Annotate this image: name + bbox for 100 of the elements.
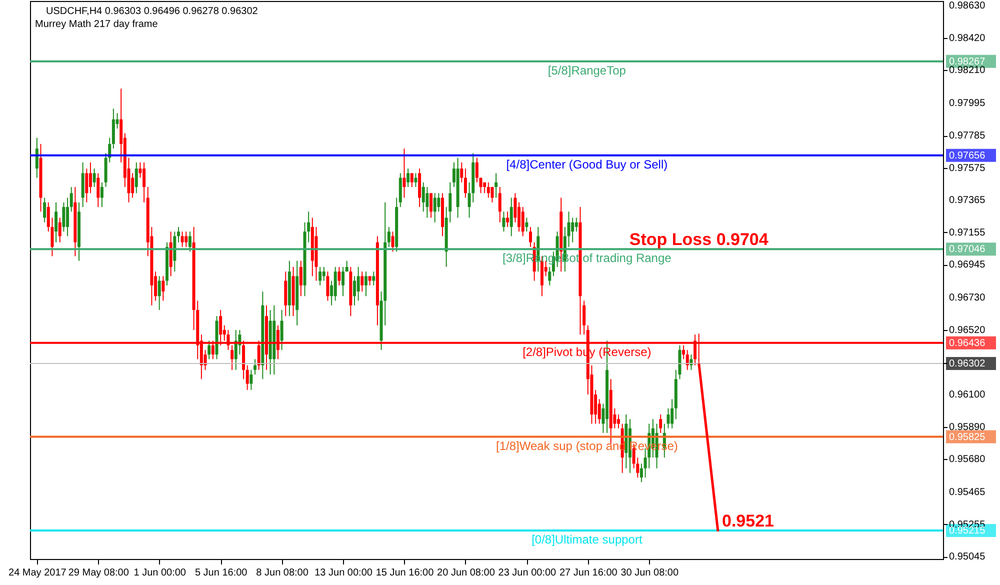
- candlestick: [356, 266, 360, 302]
- candlestick: [574, 217, 578, 232]
- candlestick: [318, 266, 322, 286]
- candlestick: [134, 162, 138, 194]
- candlestick: [391, 231, 394, 252]
- candlestick: [406, 168, 410, 188]
- y-tick-label: 0.95825: [949, 432, 986, 443]
- y-tick-label: 0.98267: [949, 56, 986, 68]
- candlestick: [529, 226, 532, 248]
- candlestick: [246, 364, 249, 390]
- candlestick: [58, 217, 62, 243]
- candlestick: [670, 398, 674, 429]
- candlestick: [326, 271, 330, 302]
- candlestick: [494, 172, 498, 198]
- candlestick: [582, 300, 586, 336]
- candlestick: [502, 211, 506, 232]
- y-tick-label: 0.96730: [949, 292, 986, 304]
- x-tick-label: 8 Jun 08:00: [256, 568, 309, 578]
- y-tick-label: 0.95890: [949, 422, 986, 433]
- candlestick: [360, 271, 364, 292]
- candlestick: [506, 211, 510, 228]
- y-tick-label: 0.98420: [949, 32, 986, 44]
- candlestick: [364, 271, 368, 297]
- y-tick-label: 0.96945: [949, 260, 986, 271]
- y-tick-label: 0.97365: [949, 195, 986, 206]
- y-tick-label: 0.97656: [949, 150, 986, 162]
- candlestick: [567, 211, 570, 248]
- ref-line-label: [0/8]Ultimate support: [532, 532, 643, 547]
- candlestick: [387, 226, 390, 248]
- candlestick: [70, 186, 73, 212]
- candlestick: [414, 172, 418, 188]
- candlestick: [100, 182, 104, 208]
- candlestick: [640, 463, 643, 483]
- x-tick-label: 20 Jun 08:00: [437, 568, 496, 578]
- text: Murrey Math 217 day frame: [35, 19, 158, 30]
- candlestick: [525, 217, 528, 232]
- candlestick: [176, 226, 180, 243]
- y-tick-label: 0.95465: [949, 487, 986, 498]
- candlestick: [486, 182, 490, 198]
- x-tick-label: 29 May 08:00: [68, 568, 130, 578]
- candlestick: [85, 168, 88, 203]
- candlestick: [372, 271, 376, 286]
- x-tick-label: 15 Jun 16:00: [376, 568, 434, 578]
- candlestick: [548, 266, 552, 286]
- y-tick-label: 0.97995: [949, 98, 986, 110]
- candlestick: [96, 172, 100, 208]
- candlestick: [62, 202, 66, 232]
- candlestick: [521, 206, 524, 237]
- ref-line-label: [4/8]Center (Good Buy or Sell): [506, 157, 668, 172]
- candlestick: [514, 192, 517, 223]
- candlestick: [142, 162, 146, 203]
- candlestick: [188, 231, 192, 252]
- candlestick: [479, 177, 482, 194]
- y-tick-label: 0.96520: [949, 324, 986, 336]
- candlestick: [426, 186, 429, 218]
- y-tick-label: 0.95045: [949, 552, 986, 563]
- y-tick-label: 0.97046: [949, 244, 986, 256]
- candlestick: [250, 369, 253, 390]
- candlestick: [402, 148, 406, 198]
- candlestick: [666, 408, 670, 429]
- candlestick: [342, 266, 345, 297]
- candlestick: [35, 137, 38, 178]
- candlestick: [490, 186, 494, 203]
- candlestick: [280, 309, 284, 350]
- candlestick: [184, 231, 188, 248]
- candlestick: [88, 162, 92, 194]
- y-tick-label: 0.98210: [949, 65, 986, 76]
- candlestick: [686, 349, 689, 370]
- y-tick-label: 0.97155: [949, 227, 986, 238]
- candlestick: [659, 414, 662, 434]
- candlestick: [460, 162, 464, 183]
- candlestick: [498, 186, 502, 223]
- candlestick: [433, 192, 436, 223]
- candlestick: [368, 276, 372, 286]
- text: USDCHF,H4 0.96303 0.96496 0.96278 0.96302: [46, 6, 258, 17]
- candlestick: [180, 231, 184, 248]
- y-tick-label: 0.97785: [949, 130, 986, 142]
- y-tick-label: 0.97575: [949, 162, 986, 174]
- y-tick-label: 0.96100: [949, 390, 986, 401]
- x-tick-label: 5 Jun 16:00: [194, 568, 248, 578]
- ref-line-label: [5/8]RangeTop: [548, 63, 626, 78]
- y-tick-label: 0.95680: [949, 454, 986, 466]
- candlestick: [299, 260, 302, 297]
- x-tick-label: 23 Jun 00:00: [498, 568, 557, 578]
- candlestick: [322, 266, 326, 282]
- y-tick-label: 0.98630: [949, 0, 986, 12]
- x-tick-label: 27 Jun 16:00: [559, 568, 618, 578]
- candlestick: [437, 192, 440, 212]
- candlestick: [43, 197, 46, 223]
- candlestick: [338, 266, 341, 286]
- candlestick: [162, 276, 165, 302]
- candlestick: [208, 340, 211, 360]
- annotation: Stop Loss 0.9704: [629, 230, 769, 250]
- candlestick: [352, 276, 356, 306]
- y-tick-label: 0.96302: [949, 358, 986, 370]
- candlestick: [54, 202, 58, 243]
- x-tick-label: 24 May 2017: [8, 568, 67, 578]
- candlestick: [254, 358, 257, 376]
- x-tick-label: 30 Jun 08:00: [620, 568, 679, 578]
- x-tick-label: 13 Jun 00:00: [314, 568, 373, 578]
